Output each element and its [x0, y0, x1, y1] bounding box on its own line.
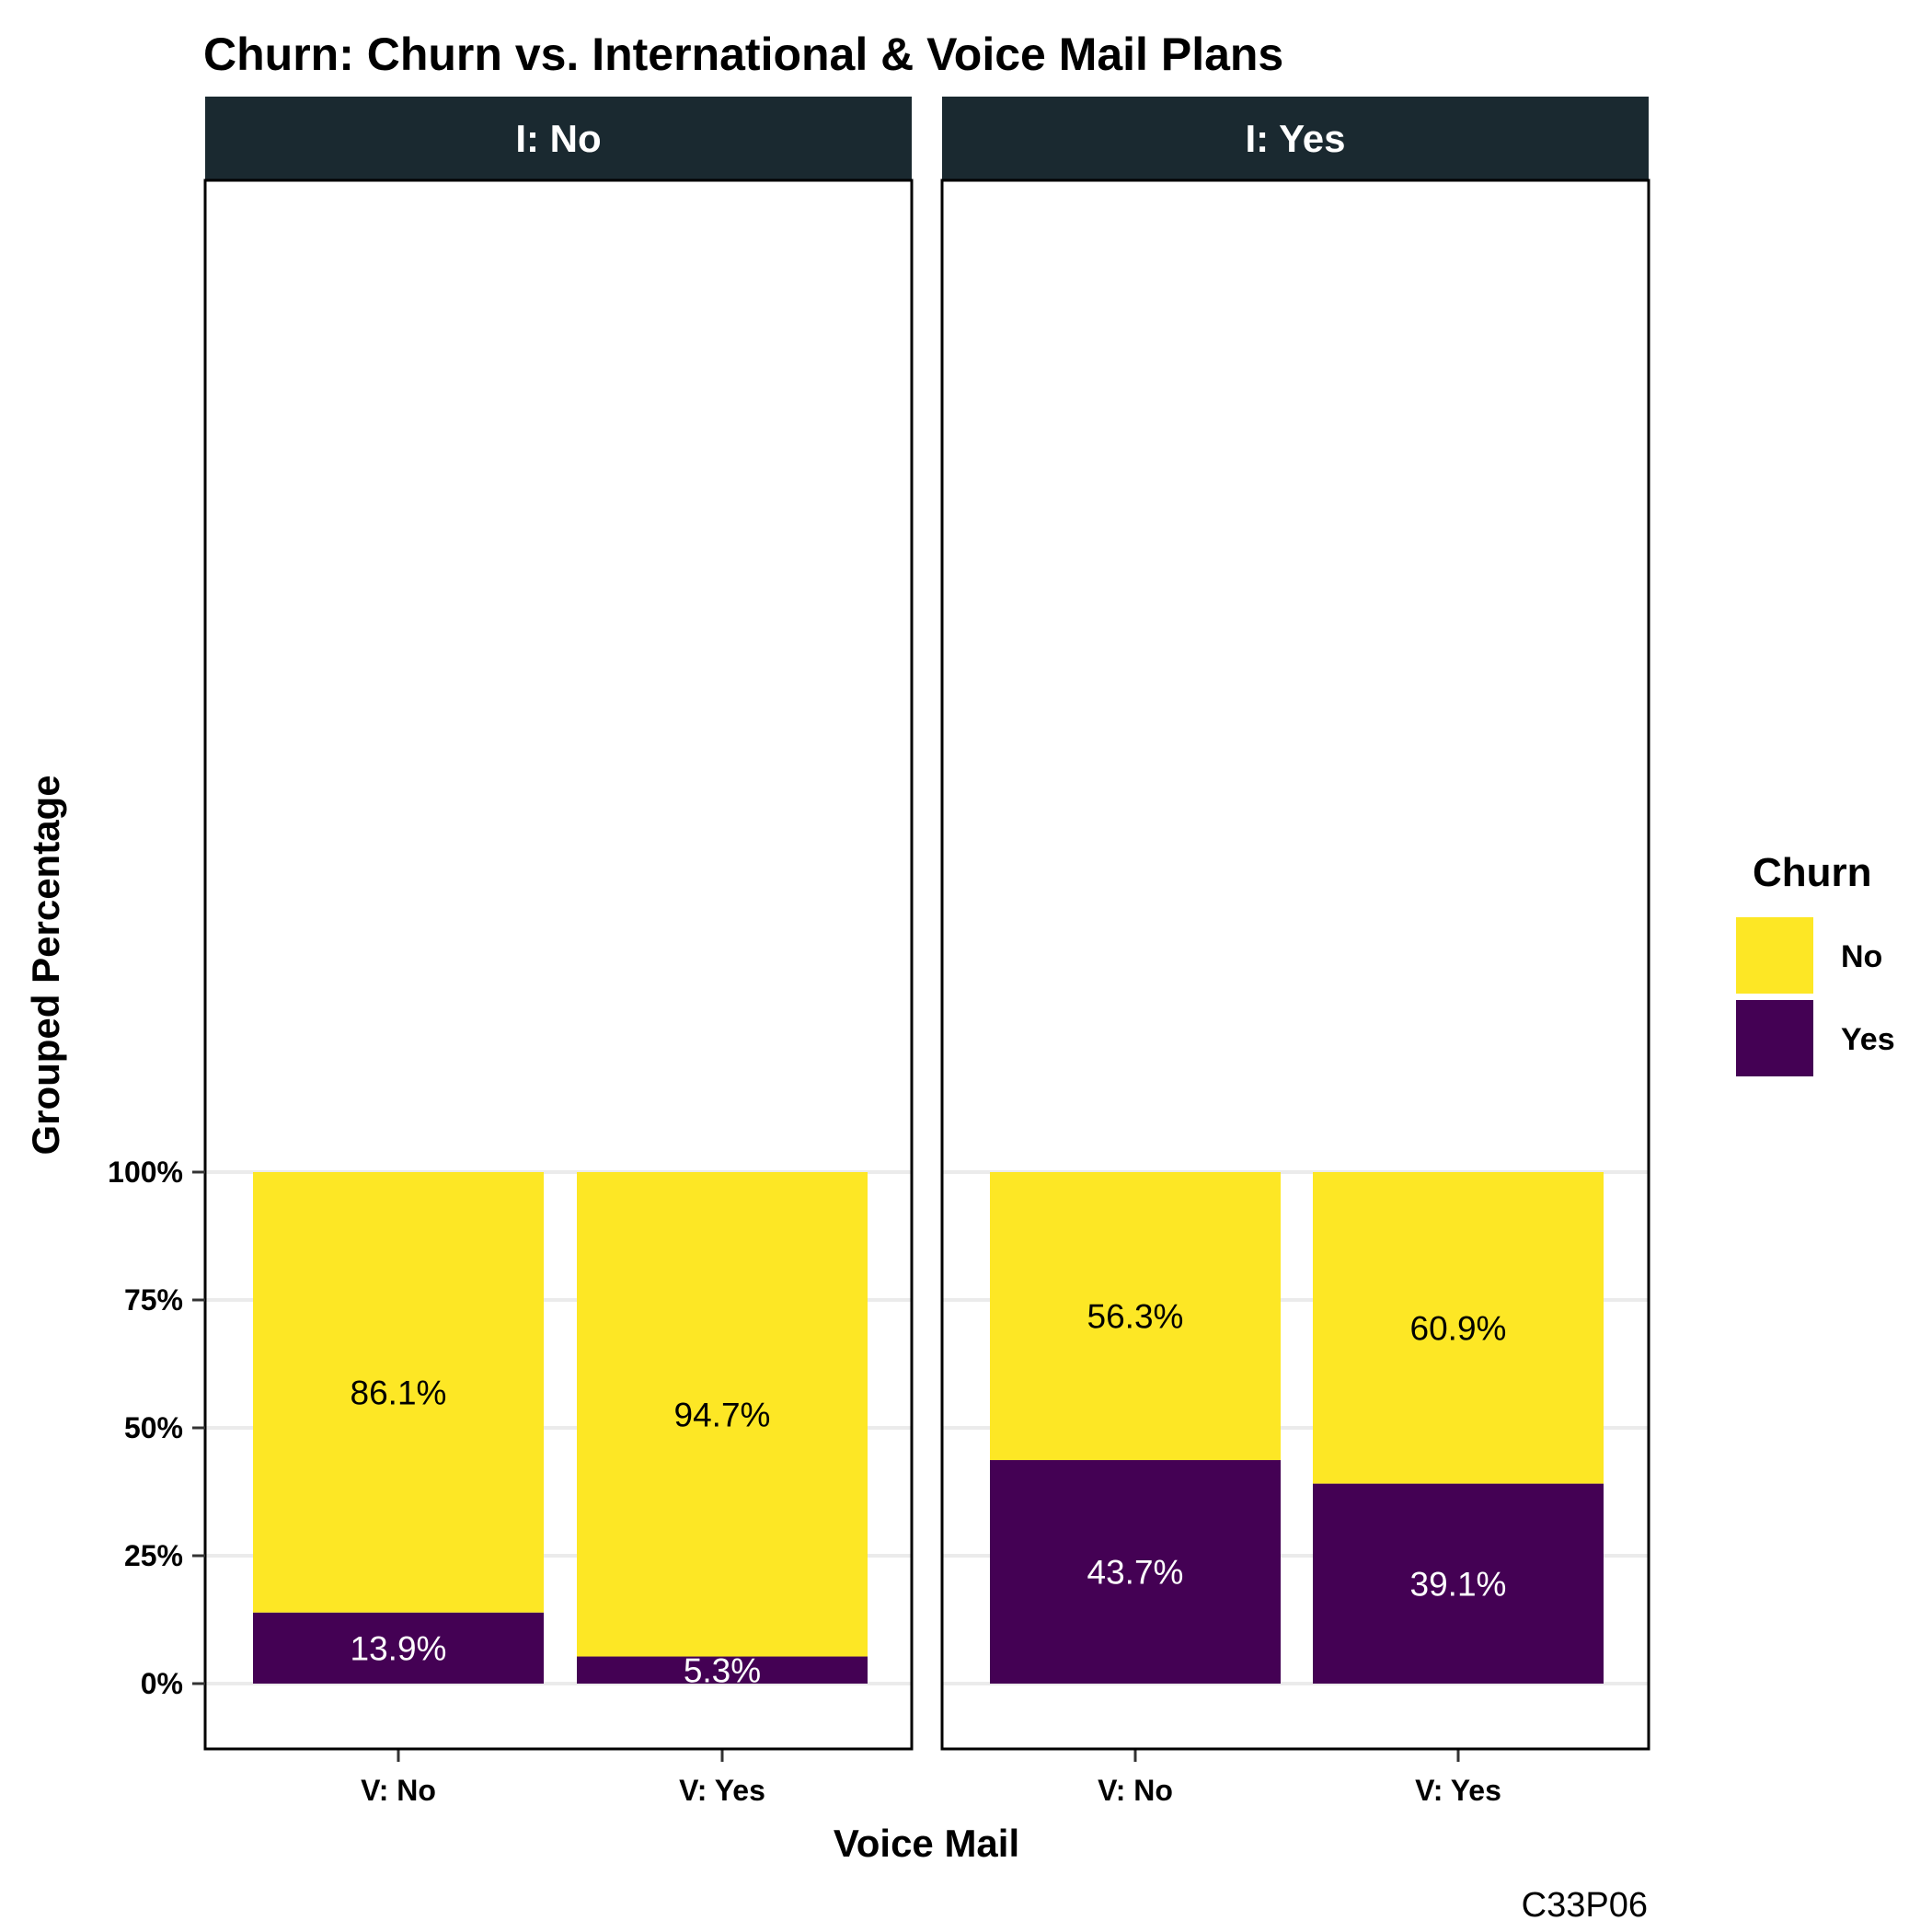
legend-key-yes: [1736, 1000, 1813, 1076]
data-label-yes: 13.9%: [351, 1629, 447, 1667]
y-tick-label: 0%: [141, 1667, 183, 1700]
facet-strip-label: I: Yes: [1246, 117, 1346, 160]
data-label-yes: 5.3%: [684, 1651, 761, 1689]
legend-key-no: [1736, 917, 1813, 994]
legend-title: Churn: [1753, 850, 1872, 895]
facet-panel-i-yes: I: Yes 43.7% 56.3% V: No 39.1% 60.9% V: Yes: [940, 97, 1650, 1807]
bar-segment-yes: [990, 1460, 1281, 1684]
y-tick-label: 25%: [124, 1539, 183, 1572]
bar-segment-no: [990, 1172, 1281, 1461]
bar-segment-yes: [253, 1612, 544, 1684]
y-tick-label: 50%: [124, 1411, 183, 1444]
x-tick-label: V: Yes: [1415, 1774, 1501, 1807]
bar-segment-no: [577, 1172, 868, 1657]
facet-strip: [205, 97, 912, 180]
x-tick-label: V: Yes: [679, 1774, 765, 1807]
facet-strip: [942, 97, 1649, 180]
data-label-no: 94.7%: [674, 1396, 771, 1433]
legend: Churn No Yes: [1736, 850, 1895, 1076]
x-axis-title: Voice Mail: [834, 1822, 1019, 1865]
panel-border: [940, 178, 1650, 1751]
panel-border: [203, 178, 914, 1751]
data-label-yes: 39.1%: [1410, 1565, 1507, 1603]
y-axis-title: Grouped Percentage: [24, 775, 67, 1155]
data-label-yes: 43.7%: [1087, 1554, 1184, 1592]
bar-segment-no: [1313, 1172, 1604, 1484]
facet-panel-i-no: I: No 13.9% 86.1% V: No 5.3% 94.7% V: Yes: [203, 97, 914, 1807]
bar-segment-no: [253, 1172, 544, 1613]
legend-label-yes: Yes: [1841, 1022, 1895, 1057]
chart-title: Churn: Churn vs. International & Voice M…: [203, 29, 1283, 80]
chart-caption: C33P06: [1522, 1886, 1648, 1925]
x-tick-label: V: No: [1098, 1774, 1173, 1807]
data-label-no: 56.3%: [1087, 1298, 1184, 1336]
y-axis: 0% 25% 50% 75% 100%: [108, 1156, 205, 1700]
bar-segment-yes: [1313, 1483, 1604, 1684]
legend-label-no: No: [1841, 939, 1882, 974]
bar-segment-yes: [577, 1656, 868, 1684]
data-label-no: 86.1%: [351, 1374, 447, 1411]
y-tick-label: 75%: [124, 1283, 183, 1317]
x-tick-label: V: No: [361, 1774, 436, 1807]
y-tick-label: 100%: [108, 1156, 183, 1189]
data-label-no: 60.9%: [1410, 1309, 1507, 1347]
facet-strip-label: I: No: [515, 117, 601, 160]
